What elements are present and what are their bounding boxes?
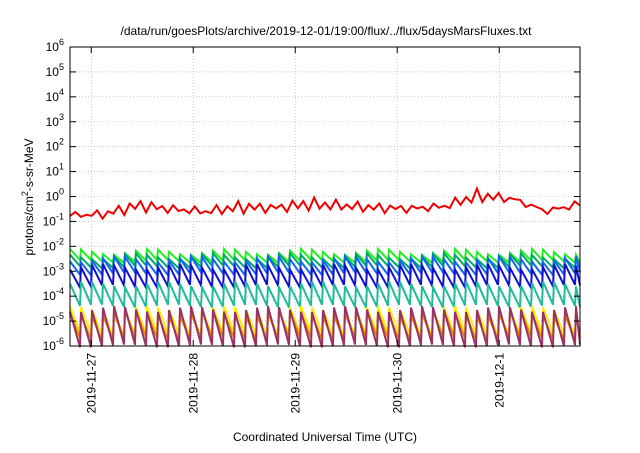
x-tick-label: 2019-11-27: [84, 353, 98, 414]
series-group: [69, 185, 581, 348]
x-axis-label: Coordinated Universal Time (UTC): [233, 430, 417, 444]
series-line-6: [69, 281, 581, 309]
y-tick-label: 105: [46, 62, 64, 79]
y-axis-label: protons/cm2-s-sr-MeV: [20, 138, 36, 255]
y-tick-label: 102: [46, 137, 64, 154]
series-line-9: [69, 305, 581, 348]
y-axis-label-post: -s-sr-MeV: [22, 138, 36, 191]
x-tick-label: 2019-11-28: [186, 353, 200, 414]
x-tick-label: 2019-11-29: [288, 353, 302, 414]
y-tick-label: 10-4: [43, 286, 64, 303]
y-axis-label-sup: 2: [20, 191, 30, 196]
y-tick-label: 10-5: [43, 311, 64, 328]
y-tick-label: 103: [46, 112, 64, 129]
y-tick-label: 10-2: [43, 236, 64, 253]
y-tick-label: 10-6: [43, 336, 64, 353]
x-tick-label: 2019-11-30: [390, 353, 404, 414]
x-tick-label: 2019-12-1: [492, 353, 506, 408]
y-tick-label: 10-1: [43, 211, 64, 228]
y-tick-label: 100: [46, 187, 64, 204]
y-tick-label: 104: [46, 87, 64, 104]
y-axis-label-pre: protons/cm: [22, 196, 36, 255]
y-tick-label: 106: [46, 37, 64, 54]
series-line-1: [69, 185, 581, 221]
y-tick-label: 101: [46, 162, 64, 179]
series-line-5: [69, 261, 581, 292]
y-tick-label: 10-3: [43, 261, 64, 278]
chart-title: /data/run/goesPlots/archive/2019-12-01/1…: [121, 24, 533, 38]
axes: 10-6 10-5 10-4 10-3 10-2 10-1 100 101 102 103 104 1…: [43, 37, 580, 414]
